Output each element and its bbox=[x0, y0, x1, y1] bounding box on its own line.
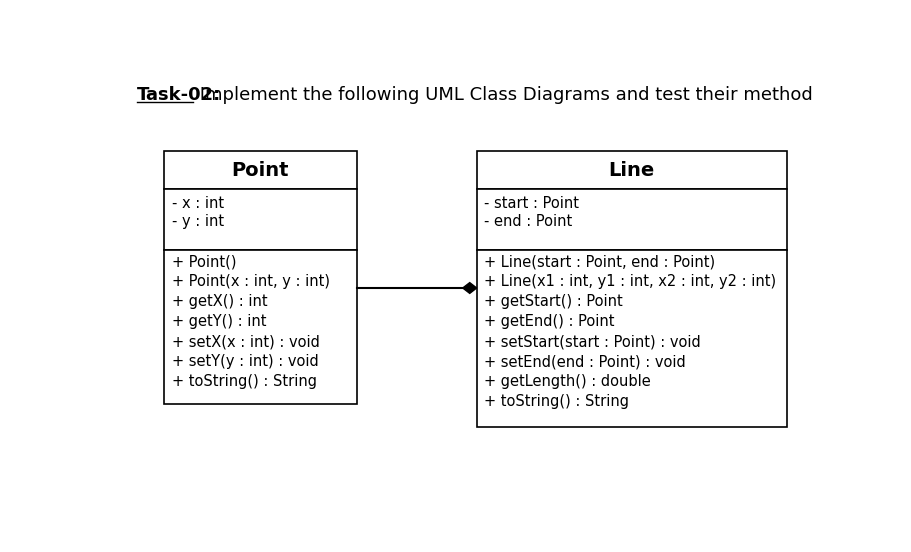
Text: + Line(x1 : int, y1 : int, x2 : int, y2 : int): + Line(x1 : int, y1 : int, x2 : int, y2 … bbox=[484, 274, 776, 289]
Text: + getY() : int: + getY() : int bbox=[172, 315, 266, 330]
Text: + setStart(start : Point) : void: + setStart(start : Point) : void bbox=[484, 335, 701, 349]
Text: Point: Point bbox=[231, 161, 289, 180]
Text: - x : int: - x : int bbox=[172, 196, 224, 211]
Text: Implement the following UML Class Diagrams and test their method: Implement the following UML Class Diagra… bbox=[194, 87, 812, 104]
FancyBboxPatch shape bbox=[476, 250, 786, 427]
Text: Task-02:: Task-02: bbox=[137, 87, 221, 104]
FancyBboxPatch shape bbox=[164, 189, 356, 250]
Text: + setEnd(end : Point) : void: + setEnd(end : Point) : void bbox=[484, 354, 685, 369]
Text: + Line(start : Point, end : Point): + Line(start : Point, end : Point) bbox=[484, 254, 715, 269]
Text: Line: Line bbox=[608, 161, 654, 180]
FancyBboxPatch shape bbox=[164, 250, 356, 404]
Text: - y : int: - y : int bbox=[172, 214, 224, 229]
Text: + getLength() : double: + getLength() : double bbox=[484, 374, 650, 390]
Text: + getX() : int: + getX() : int bbox=[172, 294, 268, 309]
FancyBboxPatch shape bbox=[476, 151, 786, 189]
Text: + toString() : String: + toString() : String bbox=[484, 395, 629, 410]
FancyBboxPatch shape bbox=[476, 189, 786, 250]
Text: + getEnd() : Point: + getEnd() : Point bbox=[484, 315, 614, 330]
Text: - start : Point: - start : Point bbox=[484, 196, 578, 211]
Text: + setX(x : int) : void: + setX(x : int) : void bbox=[172, 335, 320, 349]
FancyBboxPatch shape bbox=[164, 151, 356, 189]
Text: + toString() : String: + toString() : String bbox=[172, 374, 317, 390]
Text: + getStart() : Point: + getStart() : Point bbox=[484, 294, 622, 309]
Polygon shape bbox=[462, 283, 476, 294]
Text: - end : Point: - end : Point bbox=[484, 214, 572, 229]
Text: + Point(): + Point() bbox=[172, 254, 236, 269]
Text: + setY(y : int) : void: + setY(y : int) : void bbox=[172, 354, 319, 369]
Text: + Point(x : int, y : int): + Point(x : int, y : int) bbox=[172, 274, 330, 289]
